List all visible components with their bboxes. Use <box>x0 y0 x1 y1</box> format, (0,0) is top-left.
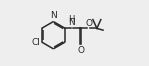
Text: N: N <box>68 18 75 27</box>
Text: Cl: Cl <box>31 37 40 47</box>
Text: H: H <box>69 15 75 24</box>
Text: O: O <box>77 46 84 55</box>
Text: N: N <box>50 11 57 20</box>
Text: O: O <box>85 18 92 28</box>
